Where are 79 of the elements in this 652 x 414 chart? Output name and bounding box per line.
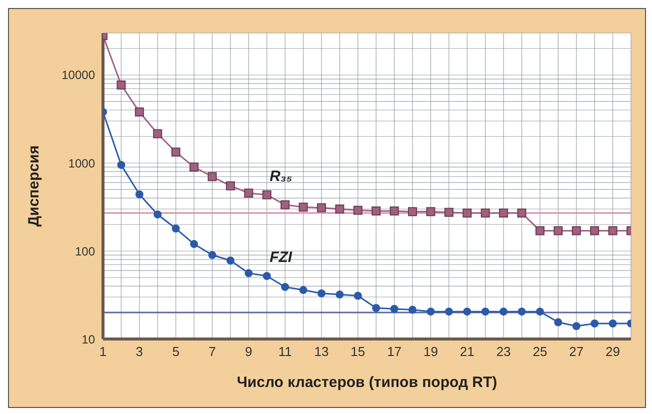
point — [262, 272, 271, 280]
point — [554, 318, 562, 326]
point — [372, 206, 381, 216]
point — [372, 304, 380, 312]
x-tick-label: 7 — [208, 344, 216, 360]
point — [244, 269, 253, 278]
point — [426, 207, 436, 216]
point — [608, 320, 617, 328]
point — [336, 290, 344, 299]
point — [408, 207, 418, 216]
x-tick-label: 25 — [532, 344, 548, 360]
x-axis-title: Число кластеров (типов пород RT) — [236, 374, 498, 391]
point — [590, 226, 600, 236]
x-tick-label: 15 — [350, 344, 366, 360]
point — [190, 240, 198, 248]
series-label: R₃₅ — [270, 168, 292, 185]
point — [262, 190, 272, 200]
x-tick-label: 1 — [99, 344, 107, 360]
x-tick-label: 11 — [278, 344, 292, 360]
point — [317, 289, 326, 298]
x-tick-label: 3 — [136, 344, 144, 360]
point — [462, 208, 472, 218]
point — [535, 226, 544, 236]
point — [500, 308, 508, 316]
x-tick-label: 13 — [314, 344, 329, 360]
point — [444, 208, 454, 217]
point — [518, 308, 526, 316]
series-label: FZI — [270, 248, 293, 266]
point — [190, 162, 199, 172]
point — [481, 308, 490, 316]
point — [226, 181, 235, 190]
x-tick-label: 21 — [460, 344, 474, 360]
point — [608, 226, 618, 236]
point — [463, 308, 472, 316]
point — [117, 160, 126, 169]
point — [480, 208, 490, 218]
point — [226, 256, 234, 264]
point — [554, 226, 563, 236]
y-axis-title: Дисперсия — [25, 145, 42, 227]
y-tick-label: 10 — [82, 332, 96, 346]
point — [244, 188, 254, 198]
point — [517, 208, 526, 218]
x-tick-label: 27 — [569, 344, 584, 360]
point — [316, 203, 326, 212]
point — [572, 226, 581, 236]
point — [390, 304, 398, 313]
point — [299, 286, 308, 294]
point — [572, 322, 580, 330]
point — [153, 129, 162, 138]
point — [208, 251, 216, 260]
point — [172, 224, 180, 233]
y-tick-label: 100 — [74, 244, 96, 258]
point — [154, 210, 162, 218]
point — [280, 200, 290, 210]
point — [390, 206, 399, 216]
point — [408, 306, 417, 314]
x-tick-label: 9 — [245, 344, 252, 360]
x-tick-label: 29 — [606, 344, 620, 360]
x-tick-label: 17 — [387, 344, 402, 360]
point — [426, 308, 435, 316]
point — [590, 320, 599, 328]
point — [298, 202, 308, 212]
point — [135, 190, 144, 198]
point — [354, 292, 362, 300]
point — [171, 148, 180, 157]
point — [499, 208, 508, 218]
point — [536, 308, 544, 316]
point — [208, 172, 217, 182]
y-tick-label: 1000 — [68, 156, 96, 170]
point — [353, 206, 362, 215]
point — [116, 80, 126, 90]
x-tick-label: 23 — [496, 344, 511, 360]
point — [134, 107, 144, 116]
x-tick-label: 19 — [423, 344, 438, 360]
point — [335, 204, 344, 214]
x-tick-label: 5 — [172, 344, 180, 360]
point — [281, 282, 290, 291]
y-tick-label: 10000 — [62, 68, 96, 82]
point — [444, 308, 453, 316]
